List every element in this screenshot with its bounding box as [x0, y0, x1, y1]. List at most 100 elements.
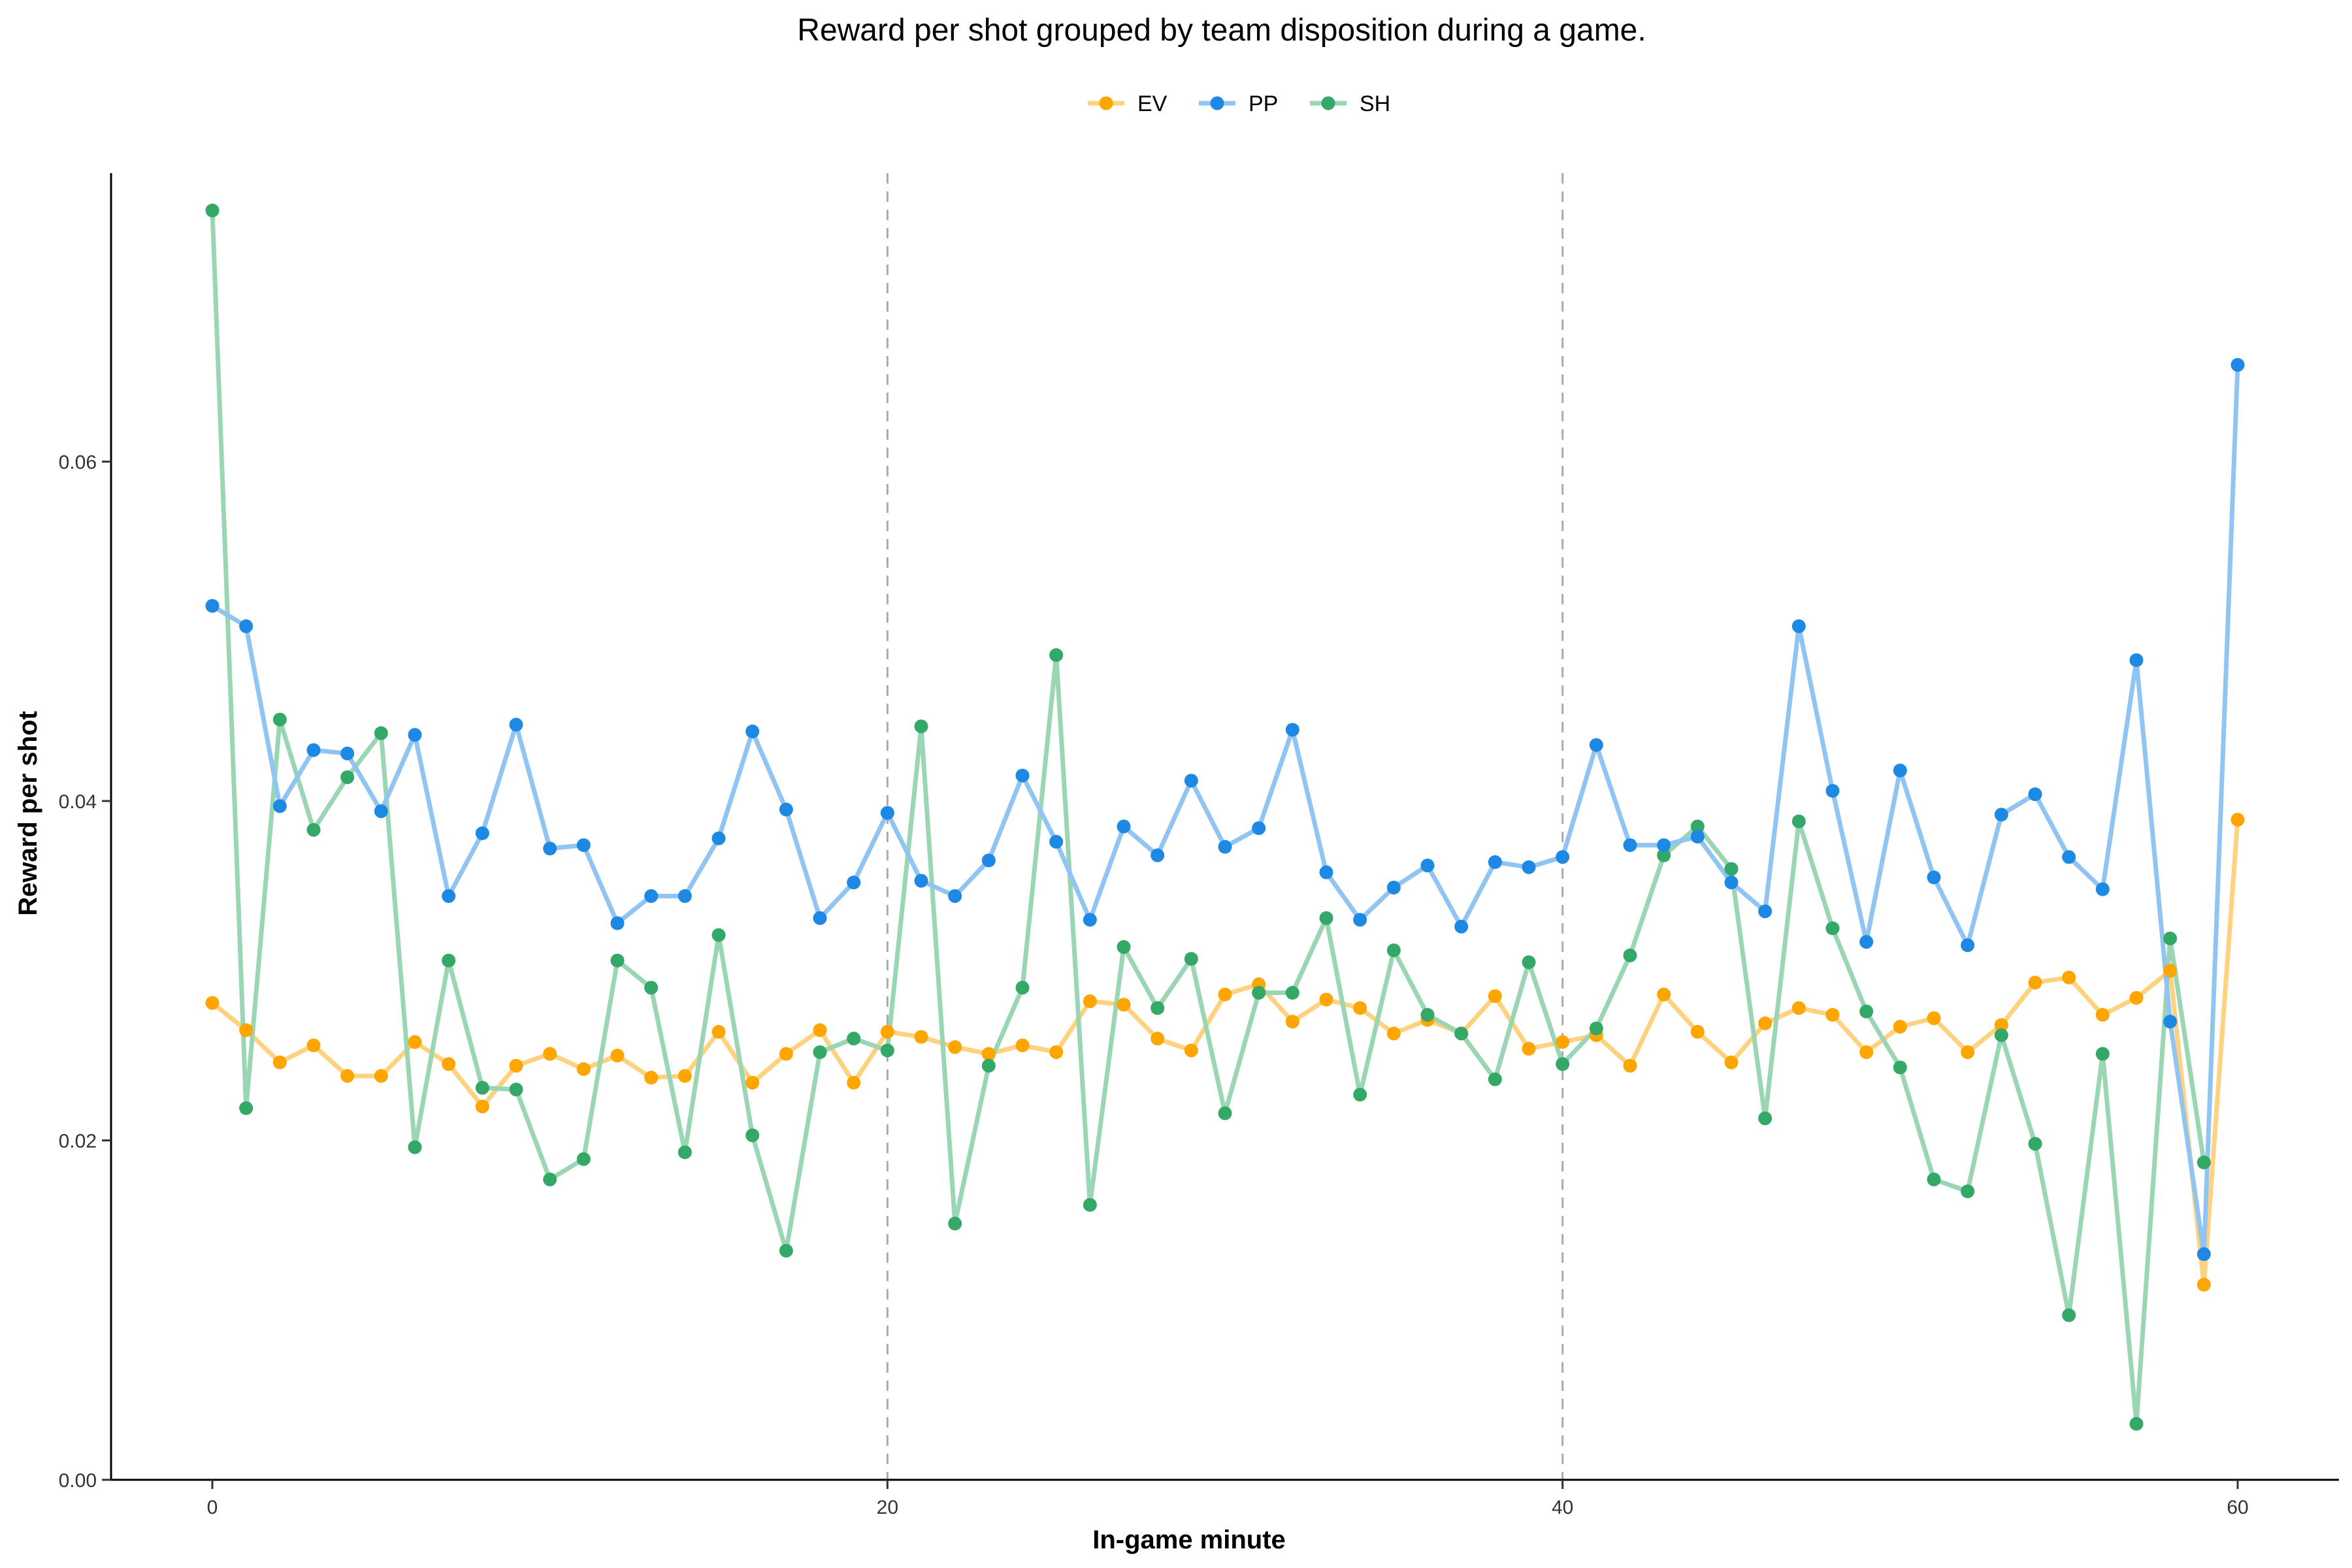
data-point-ev — [442, 1057, 456, 1071]
x-axis-title: In-game minute — [1092, 1526, 1286, 1554]
data-point-sh — [1285, 986, 1299, 1000]
data-point-pp — [847, 875, 861, 890]
data-point-pp — [1420, 858, 1435, 873]
data-point-pp — [1117, 819, 1131, 834]
data-point-ev — [1218, 987, 1232, 1002]
data-point-ev — [2062, 970, 2076, 985]
data-point-ev — [2163, 964, 2178, 978]
data-point-pp — [1825, 783, 1840, 798]
data-point-ev — [1353, 1001, 1367, 1015]
data-point-sh — [1589, 1021, 1603, 1036]
data-point-ev — [1184, 1043, 1198, 1058]
data-point-pp — [1522, 860, 1536, 874]
data-point-ev — [1724, 1055, 1739, 1070]
data-point-sh — [1859, 1004, 1874, 1019]
legend-item-ev: EV — [1088, 91, 1168, 116]
legend-marker-pp — [1210, 96, 1224, 110]
data-point-pp — [1657, 838, 1671, 853]
data-point-ev — [1488, 989, 1502, 1004]
data-point-ev — [272, 1055, 287, 1070]
legend-marker-ev — [1099, 96, 1113, 110]
data-point-ev — [1623, 1058, 1637, 1073]
legend-marker-sh — [1321, 96, 1335, 110]
data-point-ev — [779, 1047, 793, 1061]
series-points — [205, 203, 2245, 1431]
data-point-pp — [543, 841, 557, 856]
data-point-ev — [745, 1075, 760, 1090]
data-point-sh — [1758, 1111, 1772, 1126]
data-point-pp — [1319, 865, 1333, 879]
data-point-sh — [1083, 1198, 1097, 1212]
legend: EV PP SH — [1088, 91, 1390, 116]
data-point-ev — [1927, 1011, 1941, 1026]
data-point-ev — [678, 1069, 692, 1083]
data-point-sh — [2163, 931, 2178, 945]
data-point-pp — [205, 598, 220, 613]
data-point-sh — [1994, 1028, 2008, 1042]
data-point-sh — [2197, 1155, 2211, 1169]
data-point-sh — [374, 726, 388, 740]
data-point-pp — [981, 853, 996, 868]
data-point-ev — [847, 1075, 861, 1090]
series-lines — [210, 208, 2240, 1426]
data-point-sh — [1049, 648, 1064, 662]
reference-lines — [886, 173, 1564, 1480]
data-point-sh — [1454, 1026, 1469, 1041]
data-point-sh — [880, 1043, 894, 1058]
data-point-pp — [644, 889, 659, 903]
data-point-sh — [813, 1045, 827, 1059]
data-point-ev — [1117, 998, 1131, 1012]
data-point-ev — [981, 1047, 996, 1061]
data-point-sh — [1151, 1001, 1165, 1015]
data-point-pp — [374, 804, 388, 819]
data-point-sh — [847, 1032, 861, 1046]
data-point-pp — [779, 802, 793, 817]
data-point-pp — [948, 889, 962, 903]
chart-title: Reward per shot grouped by team disposit… — [797, 13, 1646, 48]
data-point-sh — [306, 823, 321, 837]
data-point-sh — [272, 712, 287, 727]
data-point-pp — [475, 826, 489, 840]
data-point-sh — [711, 928, 726, 942]
data-point-pp — [1049, 834, 1064, 849]
data-point-ev — [914, 1030, 928, 1044]
data-point-sh — [1184, 952, 1198, 966]
data-point-ev — [1015, 1038, 1030, 1053]
data-point-pp — [1556, 850, 1570, 864]
data-point-sh — [981, 1058, 996, 1073]
data-point-pp — [1285, 723, 1299, 737]
data-point-sh — [2028, 1137, 2042, 1151]
x-tick-label: 60 — [2227, 1497, 2248, 1518]
data-point-sh — [1015, 981, 1030, 995]
data-point-ev — [1657, 987, 1671, 1002]
data-point-sh — [644, 981, 659, 995]
data-point-sh — [914, 719, 928, 734]
data-point-pp — [1758, 904, 1772, 919]
data-point-pp — [1994, 808, 2008, 822]
data-point-pp — [914, 874, 928, 888]
data-point-sh — [1690, 819, 1705, 834]
data-point-ev — [1285, 1015, 1299, 1029]
x-tick-label: 20 — [877, 1497, 898, 1518]
data-point-ev — [1758, 1016, 1772, 1030]
data-point-sh — [1556, 1057, 1570, 1071]
data-point-pp — [1859, 935, 1874, 949]
data-point-pp — [1961, 938, 1975, 953]
data-point-sh — [1893, 1060, 1907, 1075]
data-point-pp — [1488, 855, 1502, 870]
data-point-pp — [711, 831, 726, 845]
plot-area — [205, 173, 2245, 1480]
data-point-ev — [239, 1023, 253, 1037]
data-point-ev — [543, 1047, 557, 1061]
data-point-pp — [1015, 768, 1030, 783]
data-point-sh — [1961, 1184, 1975, 1198]
data-point-sh — [475, 1081, 489, 1095]
data-point-ev — [306, 1038, 321, 1053]
data-point-sh — [205, 203, 220, 218]
data-point-sh — [1117, 939, 1131, 954]
data-point-pp — [2230, 358, 2245, 372]
data-point-pp — [2095, 882, 2110, 896]
data-point-pp — [880, 806, 894, 820]
